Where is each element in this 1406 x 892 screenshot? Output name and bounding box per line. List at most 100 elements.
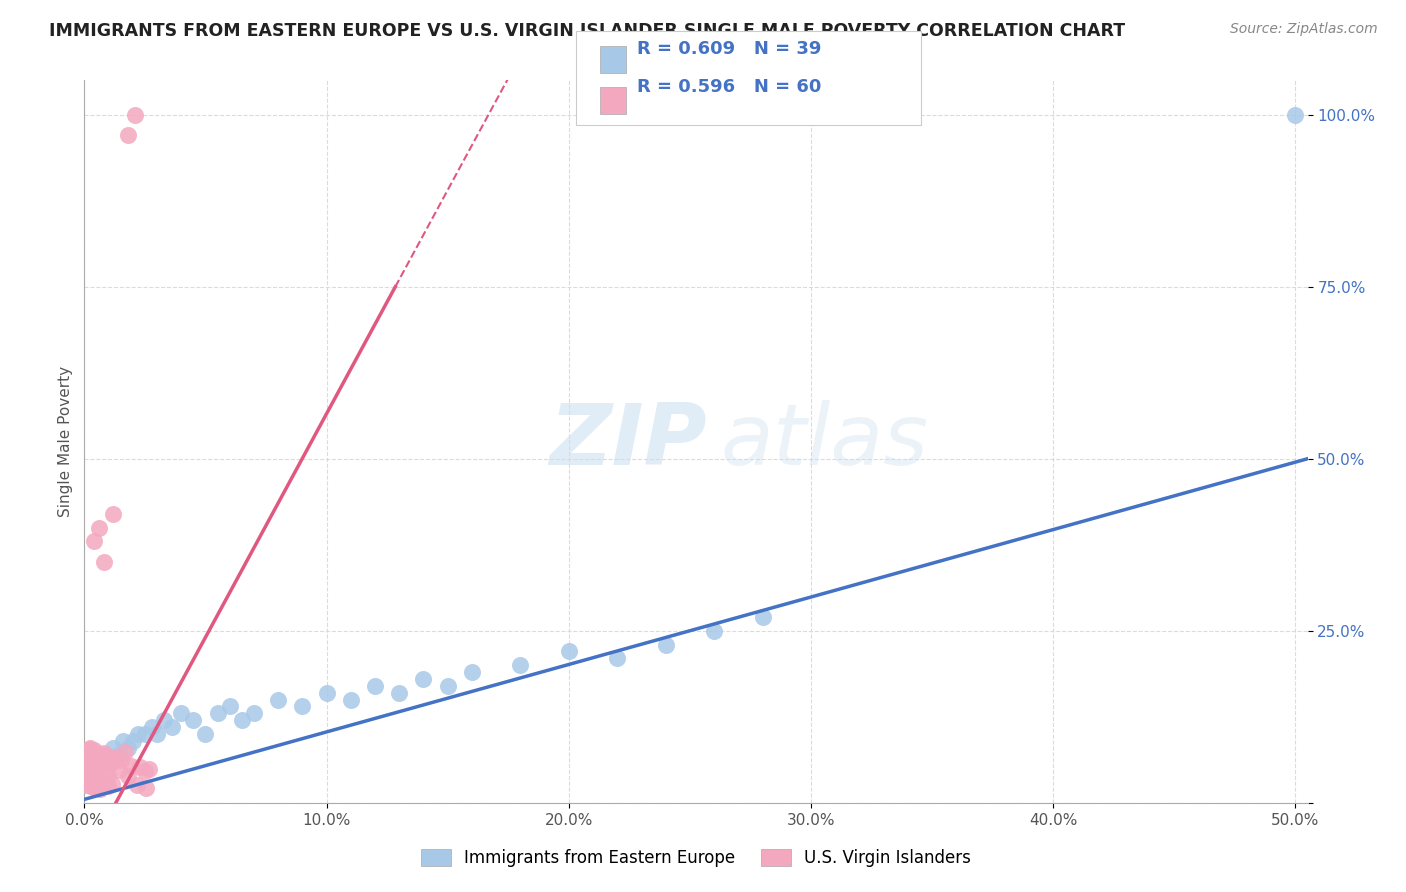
- Point: [79, 742, 101, 756]
- Point: [135, 780, 157, 795]
- Point: [134, 764, 156, 779]
- Point: [153, 713, 176, 727]
- Point: [388, 686, 411, 700]
- Point: [364, 679, 387, 693]
- Point: [509, 658, 531, 673]
- Point: [134, 727, 156, 741]
- Point: [558, 644, 581, 658]
- Point: [97, 755, 120, 769]
- Point: [83, 761, 105, 775]
- Point: [87, 773, 110, 788]
- Point: [87, 520, 110, 534]
- Point: [77, 767, 100, 781]
- Point: [76, 778, 98, 792]
- Point: [117, 740, 139, 755]
- Point: [86, 768, 108, 782]
- Point: [138, 762, 160, 776]
- Point: [124, 108, 146, 122]
- Point: [87, 755, 110, 769]
- Point: [654, 638, 676, 652]
- Point: [100, 777, 122, 791]
- Point: [93, 555, 115, 569]
- Point: [315, 686, 337, 700]
- Point: [93, 747, 115, 761]
- Point: [703, 624, 725, 638]
- Point: [340, 692, 363, 706]
- Text: IMMIGRANTS FROM EASTERN EUROPE VS U.S. VIRGIN ISLANDER SINGLE MALE POVERTY CORRE: IMMIGRANTS FROM EASTERN EUROPE VS U.S. V…: [49, 22, 1125, 40]
- Point: [231, 713, 253, 727]
- Point: [84, 750, 107, 764]
- Point: [98, 750, 121, 764]
- Point: [127, 778, 149, 792]
- Point: [93, 767, 115, 781]
- Point: [82, 780, 104, 794]
- Point: [87, 750, 110, 764]
- Point: [243, 706, 266, 721]
- Text: atlas: atlas: [720, 400, 928, 483]
- Point: [127, 727, 149, 741]
- Point: [93, 747, 115, 762]
- Point: [91, 779, 114, 793]
- Point: [83, 743, 105, 757]
- Point: [83, 747, 105, 762]
- Point: [84, 774, 107, 789]
- Point: [194, 727, 217, 741]
- Point: [77, 744, 100, 758]
- Point: [110, 753, 132, 767]
- Point: [93, 750, 115, 764]
- Point: [218, 699, 240, 714]
- Point: [1284, 108, 1306, 122]
- Point: [436, 679, 458, 693]
- Point: [90, 748, 112, 763]
- Point: [91, 753, 114, 767]
- Point: [100, 756, 122, 770]
- Point: [77, 757, 100, 772]
- Point: [108, 763, 131, 777]
- Point: [141, 720, 163, 734]
- Text: ZIP: ZIP: [550, 400, 707, 483]
- Legend: Immigrants from Eastern Europe, U.S. Virgin Islanders: Immigrants from Eastern Europe, U.S. Vir…: [415, 842, 977, 874]
- Point: [80, 779, 103, 793]
- Point: [76, 766, 98, 780]
- Point: [82, 745, 104, 759]
- Point: [129, 760, 152, 774]
- Point: [751, 610, 773, 624]
- Point: [83, 769, 105, 783]
- Point: [291, 699, 314, 714]
- Point: [103, 507, 125, 521]
- Point: [80, 748, 103, 763]
- Point: [146, 727, 169, 741]
- Point: [461, 665, 484, 679]
- Point: [89, 781, 111, 796]
- Point: [267, 692, 290, 706]
- Point: [104, 752, 127, 766]
- Point: [86, 777, 108, 791]
- Point: [84, 771, 107, 785]
- Point: [107, 747, 129, 762]
- Point: [183, 713, 205, 727]
- Point: [94, 752, 117, 766]
- Point: [170, 706, 193, 721]
- Point: [79, 776, 101, 790]
- Point: [207, 706, 229, 721]
- Point: [112, 734, 135, 748]
- Point: [412, 672, 434, 686]
- Text: Source: ZipAtlas.com: Source: ZipAtlas.com: [1230, 22, 1378, 37]
- Point: [103, 740, 125, 755]
- Point: [97, 780, 120, 794]
- Point: [77, 759, 100, 773]
- Point: [117, 128, 139, 143]
- Text: R = 0.609   N = 39: R = 0.609 N = 39: [637, 40, 821, 58]
- Point: [160, 720, 183, 734]
- Point: [120, 759, 142, 773]
- Text: R = 0.596   N = 60: R = 0.596 N = 60: [637, 78, 821, 96]
- Point: [117, 769, 139, 783]
- Y-axis label: Single Male Poverty: Single Male Poverty: [58, 366, 73, 517]
- Point: [79, 741, 101, 756]
- Point: [121, 734, 143, 748]
- Point: [83, 534, 105, 549]
- Point: [606, 651, 628, 665]
- Point: [87, 756, 110, 771]
- Point: [97, 769, 120, 783]
- Point: [114, 746, 136, 760]
